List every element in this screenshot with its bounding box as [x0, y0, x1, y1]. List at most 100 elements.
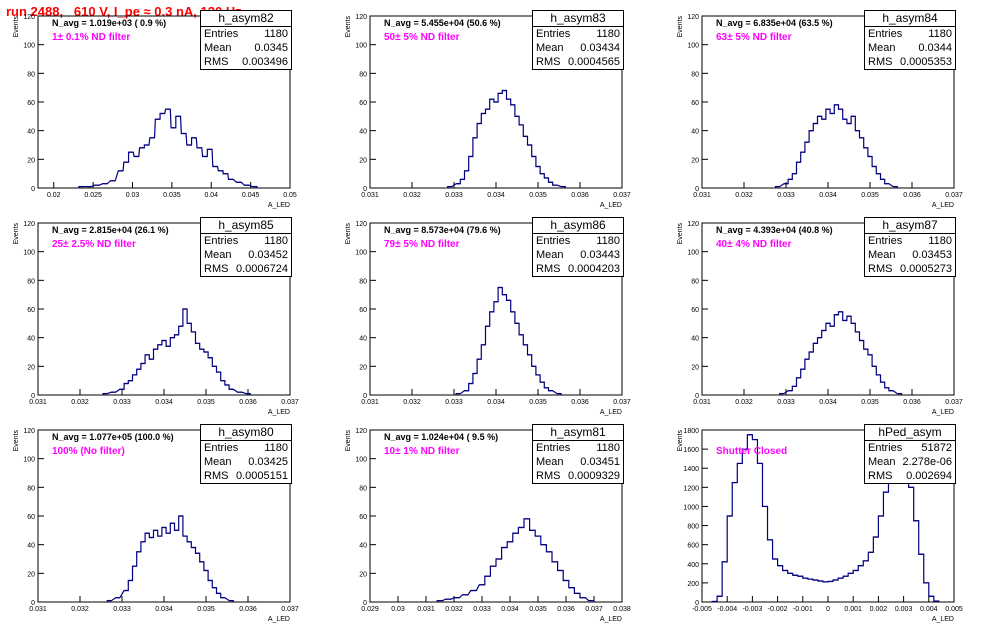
y-tick-label: 100 [687, 250, 699, 257]
x-tick-label: 0.035 [197, 606, 215, 613]
x-axis-label: A_LED [932, 409, 954, 416]
mean-value: 0.03453 [912, 249, 952, 261]
entries-value: 1180 [596, 442, 620, 454]
x-tick-label: 0.03 [391, 606, 405, 613]
mean-row: Mean 0.03443 [533, 248, 623, 262]
y-tick-label: 80 [691, 278, 699, 285]
rms-value: 0.0004203 [568, 263, 620, 275]
rms-label: RMS [204, 263, 229, 275]
x-tick-label: 0.035 [197, 399, 215, 406]
mean-row: Mean 0.0344 [865, 41, 955, 55]
mean-row: Mean 0.0345 [201, 41, 291, 55]
filter-label: 40± 4% ND filter [716, 239, 792, 250]
y-axis-label: Events [13, 223, 20, 245]
navg-label: N_avg = 1.024e+04 ( 9.5 %) [384, 432, 499, 442]
x-tick-label: 0.036 [239, 606, 257, 613]
stats-box: h_asym84 Entries 1180 Mean 0.0344 RMS 0.000535… [864, 10, 956, 70]
y-tick-label: 20 [27, 571, 35, 578]
y-tick-label: 100 [23, 43, 35, 50]
x-tick-label: 0.031 [693, 192, 711, 199]
y-tick-label: 100 [687, 43, 699, 50]
rms-value: 0.0005151 [236, 470, 288, 482]
y-tick-label: 40 [359, 543, 367, 550]
filter-label: 25± 2.5% ND filter [52, 239, 136, 250]
mean-label: Mean [204, 249, 232, 261]
x-tick-label: 0.032 [71, 606, 89, 613]
histogram-outline [436, 518, 595, 602]
y-axis-label: Events [13, 430, 20, 452]
histogram-name: h_asym84 [865, 11, 955, 27]
x-tick-label: 0.033 [445, 192, 463, 199]
filter-label: 50± 5% ND filter [384, 32, 460, 43]
histogram-name: h_asym81 [533, 425, 623, 441]
y-tick-label: 100 [23, 457, 35, 464]
y-tick-label: 40 [27, 543, 35, 550]
filter-label: 10± 1% ND filter [384, 446, 460, 457]
stats-box: h_asym86 Entries 1180 Mean 0.03443 RMS 0.00042… [532, 217, 624, 277]
histogram-name: h_asym85 [201, 218, 291, 234]
rms-label: RMS [204, 56, 229, 68]
histogram-outline [774, 104, 898, 188]
y-tick-label: 100 [355, 250, 367, 257]
x-tick-label: 0.031 [417, 606, 435, 613]
rms-row: RMS 0.0009329 [533, 469, 623, 483]
x-tick-label: 0.035 [861, 399, 879, 406]
entries-row: Entries 1180 [865, 27, 955, 41]
entries-row: Entries 1180 [533, 441, 623, 455]
entries-label: Entries [536, 235, 571, 247]
stats-box: h_asym82 Entries 1180 Mean 0.0345 RMS 0.003496 [200, 10, 292, 70]
navg-label: N_avg = 1.077e+05 (100.0 %) [52, 432, 174, 442]
histogram-outline [106, 515, 234, 602]
entries-row: Entries 1180 [201, 234, 291, 248]
entries-row: Entries 1180 [533, 234, 623, 248]
stats-box: h_asym83 Entries 1180 Mean 0.03434 RMS 0.00045… [532, 10, 624, 70]
y-axis-label: Events [13, 16, 20, 38]
rms-value: 0.0006724 [236, 263, 288, 275]
y-tick-label: 0 [363, 186, 367, 193]
entries-row: Entries 1180 [533, 27, 623, 41]
mean-row: Mean 0.03452 [201, 248, 291, 262]
y-tick-label: 40 [27, 129, 35, 136]
histogram-name: h_asym82 [201, 11, 291, 27]
y-tick-label: 20 [27, 364, 35, 371]
x-tick-label: 0.035 [529, 192, 547, 199]
y-tick-label: 20 [359, 571, 367, 578]
entries-label: Entries [868, 28, 903, 40]
mean-label: Mean [868, 249, 896, 261]
y-tick-label: 1600 [683, 447, 699, 454]
x-tick-label: 0.031 [29, 606, 47, 613]
x-tick-label: 0.037 [613, 192, 631, 199]
entries-label: Entries [536, 28, 571, 40]
x-tick-label: 0.036 [571, 399, 589, 406]
entries-label: Entries [868, 235, 903, 247]
x-tick-label: 0.001 [844, 606, 862, 613]
histogram-plot: 0 20 40 60 80 100 120 0.031 0.032 0.033 0.034 0.035… [677, 221, 963, 416]
rms-row: RMS 0.0004203 [533, 262, 623, 276]
y-axis-label: Events [345, 223, 352, 245]
x-tick-label: -0.001 [793, 606, 813, 613]
y-axis-label: Events [345, 430, 352, 452]
y-tick-label: 60 [27, 307, 35, 314]
x-tick-label: 0.002 [870, 606, 888, 613]
mean-value: 0.03425 [248, 456, 288, 468]
x-tick-label: 0.035 [861, 192, 879, 199]
rms-label: RMS [868, 470, 893, 482]
mean-label: Mean [536, 456, 564, 468]
x-tick-label: 0.033 [445, 399, 463, 406]
rms-value: 0.0005353 [900, 56, 952, 68]
rms-value: 0.0004565 [568, 56, 620, 68]
x-axis-label: A_LED [268, 409, 290, 416]
stats-box: h_asym81 Entries 1180 Mean 0.03451 RMS 0.00093… [532, 424, 624, 484]
entries-label: Entries [204, 235, 239, 247]
x-tick-label: 0.034 [155, 606, 173, 613]
x-tick-label: 0.037 [281, 606, 299, 613]
mean-label: Mean [868, 42, 896, 54]
entries-label: Entries [536, 442, 571, 454]
y-tick-label: 60 [27, 100, 35, 107]
navg-label: N_avg = 1.019e+03 ( 0.9 %) [52, 18, 167, 28]
histogram-pad-h_asym84: 0 20 40 60 80 100 120 0.031 0.032 0.033 0.034 0.035… [664, 8, 996, 215]
mean-value: 0.03434 [580, 42, 620, 54]
x-tick-label: 0.037 [281, 399, 299, 406]
histogram-pad-h_asym87: 0 20 40 60 80 100 120 0.031 0.032 0.033 0.034 0.035… [664, 215, 996, 422]
mean-row: Mean 0.03425 [201, 455, 291, 469]
